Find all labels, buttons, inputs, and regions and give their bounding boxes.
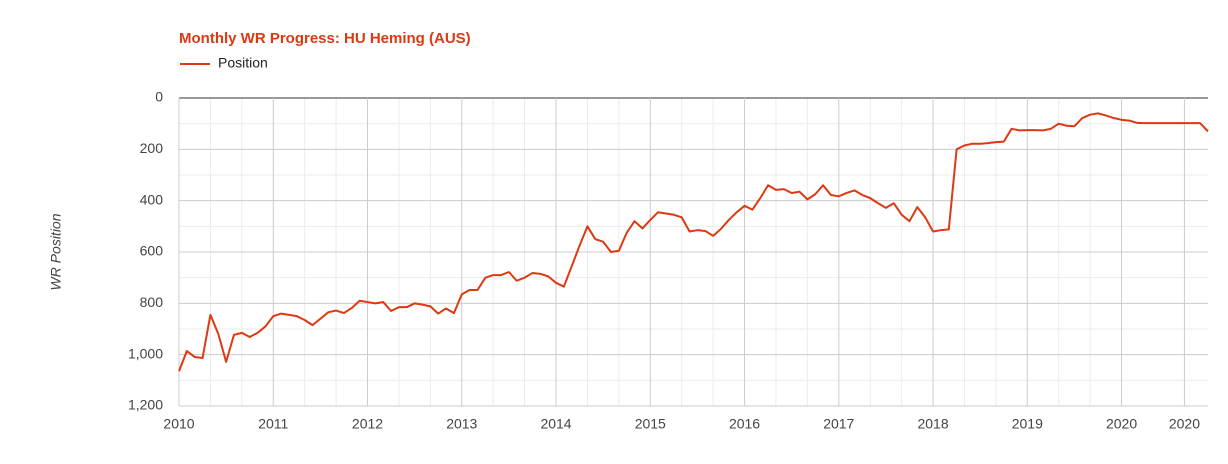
legend-label: Position — [218, 55, 268, 71]
x-tick-label: 2012 — [352, 416, 383, 432]
y-tick-label: 800 — [140, 294, 164, 310]
x-tick-label: 2017 — [823, 416, 854, 432]
y-axis-label: WR Position — [48, 213, 64, 290]
x-tick-label: 2020 — [1169, 416, 1200, 432]
y-tick-label: 400 — [140, 191, 164, 207]
y-tick-label: 1,000 — [128, 345, 163, 361]
x-tick-label: 2014 — [540, 416, 571, 432]
x-tick-label: 2011 — [258, 416, 288, 432]
x-tick-label: 2016 — [729, 416, 760, 432]
chart-title: Monthly WR Progress: HU Heming (AUS) — [179, 30, 471, 47]
y-tick-label: 0 — [155, 89, 163, 105]
plot — [178, 112, 1209, 372]
grid — [178, 97, 1208, 407]
y-tick-label: 1,200 — [128, 397, 163, 413]
x-tick-label: 2020 — [1106, 416, 1137, 432]
x-tick-label: 2013 — [446, 416, 477, 432]
y-tick-label: 200 — [140, 140, 164, 156]
x-tick-label: 2018 — [917, 416, 948, 432]
y-tick-label: 600 — [140, 243, 164, 259]
x-tick-label: 2015 — [635, 416, 666, 432]
x-tick-label: 2019 — [1012, 416, 1043, 432]
line — [178, 112, 1209, 372]
x-tick-label: 2010 — [163, 416, 194, 432]
